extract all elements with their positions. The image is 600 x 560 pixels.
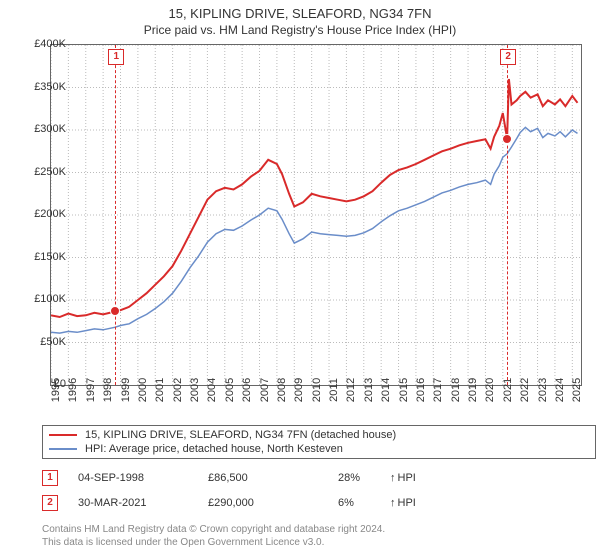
x-axis-label: 2019 <box>467 378 479 402</box>
y-axis-label: £400K <box>34 38 66 50</box>
x-axis-label: 2020 <box>484 378 496 402</box>
x-axis-label: 2008 <box>276 378 288 402</box>
x-axis-label: 2005 <box>224 378 236 402</box>
legend-item-price: 15, KIPLING DRIVE, SLEAFORD, NG34 7FN (d… <box>49 428 589 442</box>
y-axis-label: £250K <box>34 166 66 178</box>
marker-dot <box>110 306 120 316</box>
x-axis-label: 2021 <box>502 378 514 402</box>
x-axis-label: 2009 <box>293 378 305 402</box>
event-pct-2: 6% <box>338 497 388 509</box>
x-axis-label: 2016 <box>415 378 427 402</box>
footer: Contains HM Land Registry data © Crown c… <box>42 523 582 549</box>
marker-dot <box>502 134 512 144</box>
event-price-1: £86,500 <box>208 472 338 484</box>
x-axis-label: 2023 <box>537 378 549 402</box>
event-row-2: 2 30-MAR-2021 £290,000 6% ↑ HPI <box>42 495 582 511</box>
footer-line-1: Contains HM Land Registry data © Crown c… <box>42 523 582 536</box>
x-axis-label: 2014 <box>380 378 392 402</box>
x-axis-label: 2003 <box>189 378 201 402</box>
marker-line <box>507 45 508 385</box>
y-axis-label: £350K <box>34 81 66 93</box>
legend-item-hpi: HPI: Average price, detached house, Nort… <box>49 442 589 456</box>
event-rel-2: HPI <box>398 497 416 509</box>
event-pct-1: 28% <box>338 472 388 484</box>
x-axis-label: 2004 <box>206 378 218 402</box>
marker-box: 2 <box>500 49 516 65</box>
event-arrow-2: ↑ <box>390 497 396 509</box>
x-axis-label: 1998 <box>102 378 114 402</box>
legend-label-price: 15, KIPLING DRIVE, SLEAFORD, NG34 7FN (d… <box>85 429 396 441</box>
x-axis-label: 1999 <box>120 378 132 402</box>
y-axis-label: £150K <box>34 251 66 263</box>
marker-line <box>115 45 116 385</box>
x-axis-label: 2007 <box>259 378 271 402</box>
x-axis-label: 1995 <box>50 378 62 402</box>
x-axis-label: 2018 <box>450 378 462 402</box>
x-axis-label: 2015 <box>398 378 410 402</box>
x-axis-label: 2002 <box>172 378 184 402</box>
legend-swatch-price <box>49 434 77 436</box>
y-axis-label: £100K <box>34 293 66 305</box>
x-axis-label: 2017 <box>432 378 444 402</box>
x-axis-label: 2010 <box>311 378 323 402</box>
event-arrow-1: ↑ <box>390 472 396 484</box>
event-price-2: £290,000 <box>208 497 338 509</box>
x-axis-label: 2013 <box>363 378 375 402</box>
y-axis-label: £300K <box>34 123 66 135</box>
x-axis-label: 2022 <box>519 378 531 402</box>
y-axis-label: £200K <box>34 208 66 220</box>
x-axis-label: 2011 <box>328 378 340 402</box>
event-date-1: 04-SEP-1998 <box>78 472 208 484</box>
x-axis-label: 1996 <box>67 378 79 402</box>
x-axis-label: 2012 <box>345 378 357 402</box>
x-axis-label: 2001 <box>154 378 166 402</box>
event-row-1: 1 04-SEP-1998 £86,500 28% ↑ HPI <box>42 470 582 486</box>
x-axis-label: 2006 <box>241 378 253 402</box>
footer-line-2: This data is licensed under the Open Gov… <box>42 536 582 549</box>
marker-box: 1 <box>108 49 124 65</box>
chart-title: 15, KIPLING DRIVE, SLEAFORD, NG34 7FN <box>0 0 600 21</box>
x-axis-label: 2025 <box>571 378 583 402</box>
chart-subtitle: Price paid vs. HM Land Registry's House … <box>0 21 600 37</box>
chart-plot-area: 12 <box>50 44 582 386</box>
x-axis-label: 2000 <box>137 378 149 402</box>
legend: 15, KIPLING DRIVE, SLEAFORD, NG34 7FN (d… <box>42 425 596 459</box>
legend-label-hpi: HPI: Average price, detached house, Nort… <box>85 443 343 455</box>
event-marker-1: 1 <box>42 470 58 486</box>
event-marker-2: 2 <box>42 495 58 511</box>
chart-svg <box>51 45 581 385</box>
event-date-2: 30-MAR-2021 <box>78 497 208 509</box>
y-axis-label: £50K <box>40 336 66 348</box>
x-axis-label: 2024 <box>554 378 566 402</box>
x-axis-label: 1997 <box>85 378 97 402</box>
event-rel-1: HPI <box>398 472 416 484</box>
legend-swatch-hpi <box>49 448 77 450</box>
